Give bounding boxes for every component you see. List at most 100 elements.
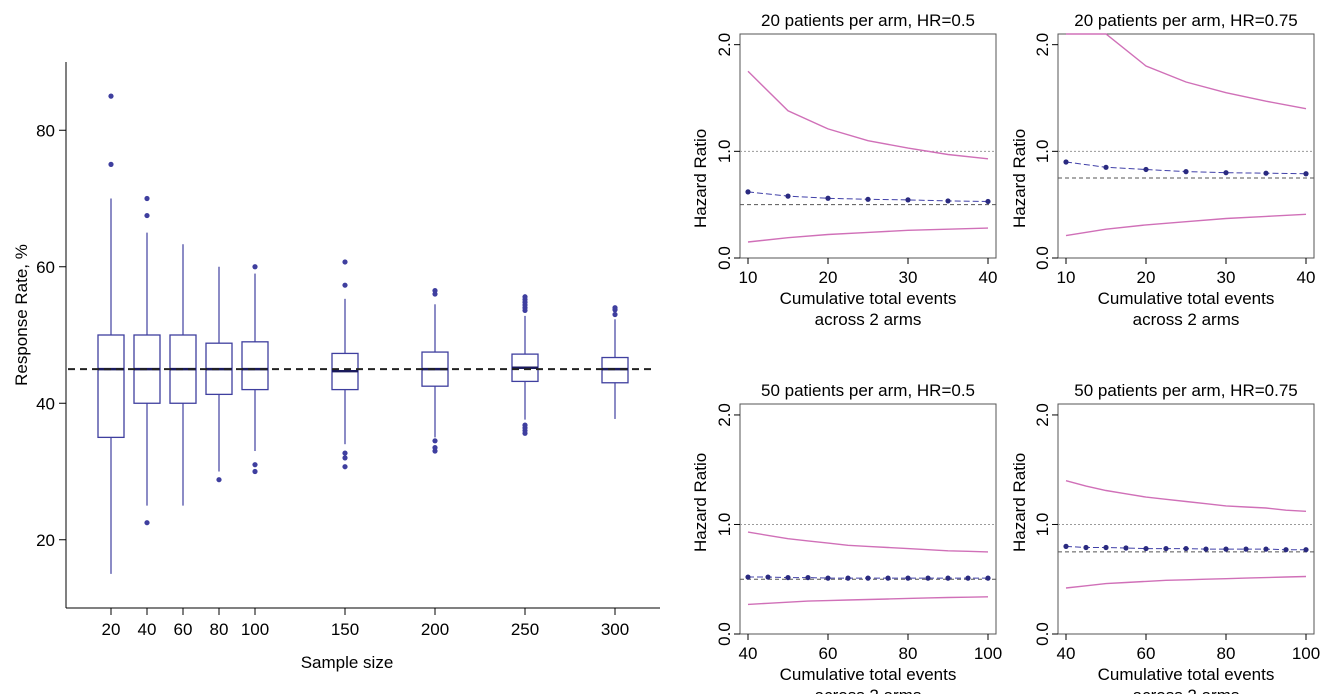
estimate-point (905, 575, 911, 581)
panel-y-tick-label: 2.0 (1033, 403, 1052, 427)
hazard-ratio-panels: 20 patients per arm, HR=0.5 10 20 30 40 0.0 1.… (691, 11, 1320, 694)
panel-y-tick-label: 0.0 (715, 622, 734, 646)
panel-title: 20 patients per arm, HR=0.5 (761, 11, 975, 30)
panel-y-tick-label: 1.0 (715, 140, 734, 164)
estimate-point (925, 575, 931, 581)
box-40 (133, 195, 161, 526)
panel-x-tick-label: 80 (1217, 644, 1236, 663)
box-outlier (342, 455, 348, 461)
panel-frame (739, 33, 997, 259)
estimate-point (1083, 544, 1089, 551)
box-outlier (342, 282, 348, 288)
upper-bound-line (747, 70, 989, 160)
boxplot-y-tick-label: 40 (36, 394, 55, 413)
box-200 (421, 288, 449, 454)
estimate-point (1103, 164, 1109, 170)
panel-y-tick-label: 0.0 (1033, 246, 1052, 270)
panel-x-tick-label: 10 (739, 268, 758, 287)
panel-y-axis-label: Hazard Ratio (1010, 453, 1029, 552)
box-outlier (612, 305, 618, 311)
panel-y-axis-label: Hazard Ratio (691, 129, 710, 228)
box-20 (97, 93, 125, 574)
panel-y-axis-label: Hazard Ratio (691, 453, 710, 552)
panel-title: 20 patients per arm, HR=0.75 (1074, 11, 1297, 30)
boxplot-y-tick-label: 60 (36, 258, 55, 277)
panel-title: 50 patients per arm, HR=0.75 (1074, 381, 1297, 400)
panel-x-axis-label-line2: across 2 arms (1133, 310, 1240, 329)
box-outlier (522, 422, 528, 428)
lower-bound-line (747, 596, 989, 606)
box-150 (331, 259, 359, 470)
estimate-point (945, 575, 951, 581)
estimate-point (1223, 170, 1229, 176)
estimate-point (965, 575, 971, 581)
panel-y-tick-label: 1.0 (715, 513, 734, 537)
panel-y-tick-label: 2.0 (1033, 33, 1052, 57)
panel-y-tick-label: 1.0 (1033, 513, 1052, 537)
panel-x-tick-label: 100 (1292, 644, 1320, 663)
boxplot-chart: Response Rate, % Sample size 20 40 60 80 20 4… (12, 62, 660, 672)
box-outlier (342, 450, 348, 456)
boxplot-y-tick-label: 80 (36, 121, 55, 140)
panel-y-tick-label: 0.0 (715, 246, 734, 270)
panel-x-tick-label: 10 (1057, 268, 1076, 287)
panel-x-tick-label: 100 (974, 644, 1002, 663)
estimate-point (1283, 547, 1289, 553)
estimate-point (825, 575, 831, 581)
panel-x-tick-label: 40 (739, 644, 758, 663)
panel-x-axis-label-line1: Cumulative total events (1098, 289, 1275, 308)
lower-bound-line (1065, 213, 1307, 237)
estimate-point (745, 189, 751, 195)
estimate-point (1163, 545, 1169, 552)
panel-x-tick-label: 20 (1137, 268, 1156, 287)
panel-y-tick-label: 0.0 (1033, 622, 1052, 646)
estimate-point (985, 575, 991, 581)
estimate-point (1243, 546, 1249, 552)
estimate-point (1303, 171, 1309, 177)
panel-y-tick-label: 2.0 (715, 33, 734, 57)
estimate-point (1223, 546, 1229, 552)
lower-bound-line (1065, 575, 1307, 589)
estimate-point (885, 575, 891, 581)
box-outlier (612, 311, 618, 318)
boxplot-x-tick-label: 20 (102, 620, 121, 639)
panel-x-tick-label: 30 (1217, 268, 1236, 287)
estimate-point (1103, 544, 1109, 551)
box-outlier (432, 438, 438, 444)
estimate-point (985, 198, 991, 205)
estimate-point (865, 196, 871, 202)
box-250 (511, 294, 539, 436)
estimate-point (1143, 166, 1149, 173)
box-outlier (144, 195, 150, 202)
box-outlier (108, 161, 114, 167)
panel-frame (1057, 403, 1315, 635)
boxplot-x-tick-label: 60 (174, 620, 193, 639)
box-outlier (342, 259, 348, 265)
panel-x-axis-label-line1: Cumulative total events (1098, 665, 1275, 684)
boxplot-x-tick-label: 40 (138, 620, 157, 639)
panel-x-axis-label-line2: across 2 arms (815, 310, 922, 329)
box-80 (205, 266, 233, 483)
boxplot-y-axis-label: Response Rate, % (12, 244, 31, 386)
panel-x-tick-label: 60 (819, 644, 838, 663)
panel-frame (739, 403, 997, 635)
estimate-point (1183, 545, 1189, 552)
estimate-point (1063, 159, 1069, 165)
estimate-point (845, 575, 851, 581)
panel-x-tick-label: 40 (1297, 268, 1316, 287)
boxplot-x-tick-label: 250 (511, 620, 539, 639)
estimate-point (1303, 547, 1309, 553)
box-iqr (97, 334, 125, 439)
boxplot-x-tick-label: 200 (421, 620, 449, 639)
box-outlier (144, 520, 150, 526)
panel-4: 50 patients per arm, HR=0.75 40 60 80 100 0.0… (1010, 381, 1320, 694)
estimate-point (1263, 546, 1269, 552)
estimate-point (905, 197, 911, 203)
lower-bound-line (747, 227, 989, 243)
estimate-point (1183, 169, 1189, 175)
box-outlier (252, 462, 258, 468)
panel-frame (1057, 33, 1315, 259)
box-outlier (252, 468, 258, 475)
panel-2: 20 patients per arm, HR=0.75 10 20 30 40 0.0 1… (1010, 11, 1315, 329)
